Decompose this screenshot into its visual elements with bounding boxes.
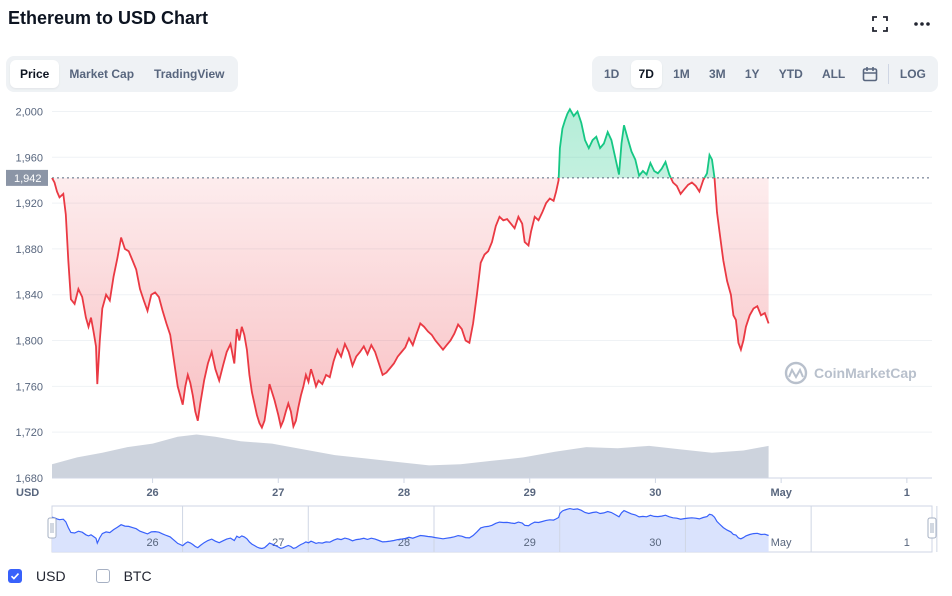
fullscreen-icon[interactable] bbox=[870, 14, 890, 34]
range-ytd[interactable]: YTD bbox=[778, 67, 803, 81]
chart-title: Ethereum to USD Chart bbox=[8, 8, 209, 28]
navigator-tick-label: 28 bbox=[398, 537, 410, 549]
x-tick-label: 26 bbox=[146, 487, 158, 499]
watermark: CoinMarketCap bbox=[784, 361, 917, 385]
navigator-tick-label: 29 bbox=[524, 537, 536, 549]
calendar-icon[interactable] bbox=[856, 66, 884, 82]
navigator-handle-right[interactable] bbox=[927, 517, 937, 539]
price-fill-below bbox=[52, 177, 769, 428]
legend-btc[interactable]: BTC bbox=[95, 568, 152, 584]
y-tick-label: 1,680 bbox=[15, 473, 43, 485]
range-selector: 1D 7D 1M 3M 1Y YTD ALL LOG bbox=[592, 56, 938, 92]
y-tick-label: 1,840 bbox=[15, 290, 43, 302]
x-tick-label: 28 bbox=[398, 487, 410, 499]
volume-area bbox=[52, 434, 769, 478]
range-all[interactable]: ALL bbox=[821, 67, 846, 81]
chart-type-tabs: Price Market Cap TradingView bbox=[6, 56, 238, 92]
range-3m[interactable]: 3M bbox=[708, 67, 726, 81]
navigator-tick-label: May bbox=[771, 537, 792, 549]
y-tick-label: 1,800 bbox=[15, 336, 43, 348]
range-7d[interactable]: 7D bbox=[630, 60, 662, 88]
x-tick-label: 30 bbox=[649, 487, 661, 499]
price-fill-above bbox=[558, 109, 715, 178]
currency-label: USD bbox=[16, 487, 39, 499]
legend-btc-label: BTC bbox=[123, 568, 152, 584]
navigator-line bbox=[51, 507, 769, 550]
x-tick-label: May bbox=[770, 487, 792, 499]
y-axis: 1,680 1,720 1,760 1,800 1,840 1,880 1,920 1,960… bbox=[15, 106, 43, 485]
y-tick-label: 1,960 bbox=[15, 152, 43, 164]
navigator-tick-label: 1 bbox=[904, 537, 910, 549]
open-price-tag: 1,942 bbox=[6, 169, 48, 186]
tab-price[interactable]: Price bbox=[10, 60, 60, 88]
legend-usd[interactable]: USD bbox=[8, 568, 66, 584]
y-tick-label: 1,920 bbox=[15, 198, 43, 210]
range-1d[interactable]: 1D bbox=[604, 67, 620, 81]
price-line-down bbox=[51, 177, 770, 430]
navigator-tick-label: 30 bbox=[649, 537, 661, 549]
more-icon[interactable] bbox=[912, 14, 932, 34]
y-tick-label: 1,720 bbox=[15, 427, 43, 439]
checkbox-unchecked-icon[interactable] bbox=[95, 569, 110, 583]
x-tick-label: 29 bbox=[524, 487, 536, 499]
x-axis: 26 27 28 29 30 May 1 bbox=[52, 477, 932, 499]
y-tick-label: 1,880 bbox=[15, 244, 43, 256]
navigator-area bbox=[52, 508, 769, 552]
x-tick-label: 27 bbox=[272, 487, 284, 499]
tab-market-cap[interactable]: Market Cap bbox=[69, 67, 135, 81]
navigator-tick-label: 26 bbox=[146, 537, 158, 549]
y-tick-label: 1,760 bbox=[15, 381, 43, 393]
open-price-label: 1,942 bbox=[14, 173, 42, 185]
x-tick-label: 1 bbox=[904, 487, 910, 499]
log-toggle[interactable]: LOG bbox=[899, 67, 926, 81]
navigator: 26 27 28 29 30 May 1 bbox=[47, 505, 938, 553]
range-1y[interactable]: 1Y bbox=[744, 67, 760, 81]
checkbox-checked-icon[interactable] bbox=[8, 569, 22, 583]
tab-tradingview[interactable]: TradingView bbox=[154, 67, 225, 81]
range-1m[interactable]: 1M bbox=[673, 67, 690, 81]
toolbar-divider bbox=[887, 64, 889, 84]
watermark-text: CoinMarketCap bbox=[814, 365, 917, 381]
navigator-handle-left[interactable] bbox=[47, 517, 57, 539]
legend-usd-label: USD bbox=[36, 568, 66, 584]
y-tick-label: 2,000 bbox=[15, 106, 43, 118]
price-line-up bbox=[52, 107, 716, 178]
